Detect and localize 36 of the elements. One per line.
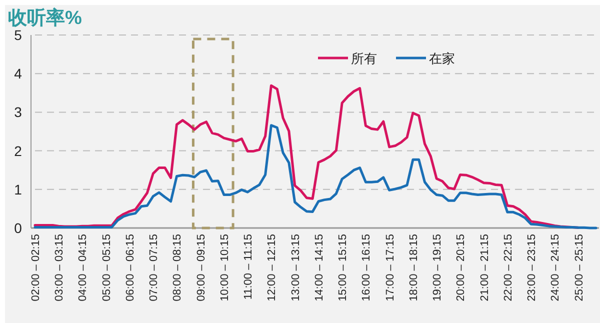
x-tick-label: 05:00 – 05:15	[100, 234, 113, 302]
x-tick-label: 16:00 – 16:15	[360, 234, 373, 302]
x-tick-label: 22:00 – 22:15	[502, 234, 514, 302]
x-tick-label: 20:00 – 20:15	[455, 234, 468, 302]
x-tick-label: 10:00 – 10:15	[218, 234, 231, 302]
legend-label: 所有	[351, 51, 377, 66]
x-tick-label: 11:00 – 11:15	[242, 234, 255, 300]
y-tick-label: 4	[14, 66, 22, 82]
y-tick-label: 5	[14, 27, 22, 43]
legend-item: 在家	[396, 51, 455, 66]
x-tick-label: 06:00 – 06:15	[124, 234, 136, 302]
legend-label: 在家	[429, 51, 455, 66]
y-tick-label: 3	[14, 104, 22, 120]
x-tick-label: 14:00 – 14:15	[313, 234, 326, 302]
x-tick-label: 04:00 – 04:15	[77, 234, 90, 302]
x-tick-label: 17:00 – 17:15	[384, 234, 396, 302]
x-tick-label: 02:00 – 02:15	[30, 234, 42, 302]
x-tick-label: 18:00 – 18:15	[408, 234, 420, 302]
y-tick-label: 1	[14, 181, 22, 198]
legend-item: 所有	[318, 51, 377, 66]
x-tick-label: 07:00 – 07:15	[148, 234, 160, 302]
y-tick-label: 0	[14, 220, 22, 236]
x-tick-label: 21:00 – 21:15	[478, 234, 491, 302]
x-tick-label: 09:00 – 09:15	[195, 234, 208, 302]
chart-title: 收听率%	[8, 7, 82, 29]
y-tick-label: 2	[14, 142, 22, 159]
x-tick-label: 24:00 – 24:15	[550, 234, 562, 302]
x-tick-label: 15:00 – 15:15	[337, 234, 350, 302]
x-tick-label: 19:00 – 19:15	[432, 234, 444, 302]
x-tick-label: 25:00 – 25:15	[573, 234, 586, 302]
x-tick-label: 23:00 – 23:15	[526, 234, 538, 302]
x-tick-label: 03:00 – 03:15	[54, 234, 66, 302]
x-tick-label: 13:00 – 13:15	[290, 234, 302, 302]
line-series	[34, 124, 598, 230]
x-tick-label: 12:00 – 12:15	[266, 234, 278, 302]
x-tick-label: 08:00 – 08:15	[172, 234, 184, 302]
